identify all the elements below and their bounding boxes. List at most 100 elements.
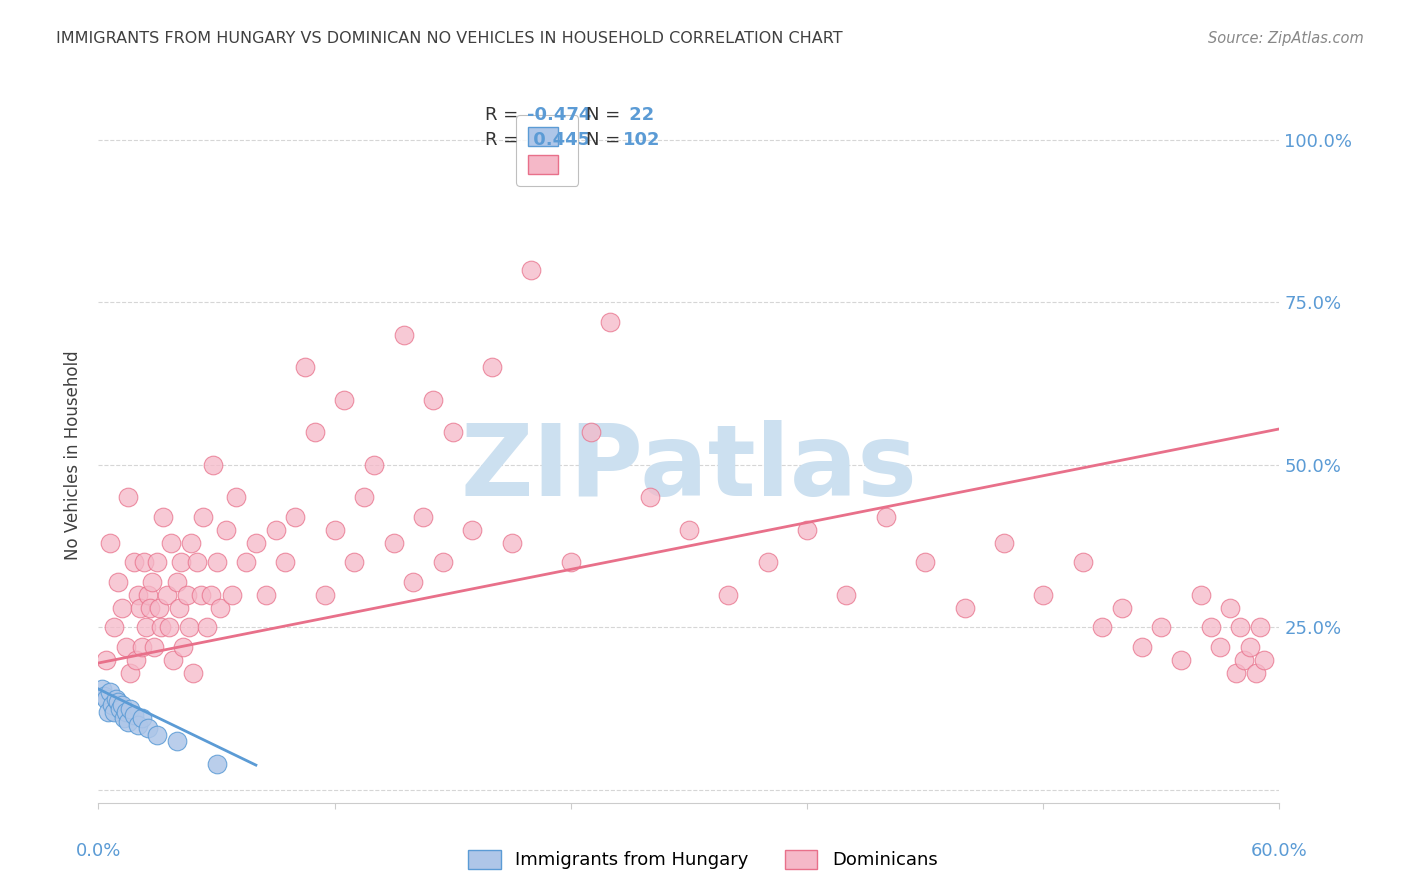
Point [717, 588, 740, 602]
Point [103, 620, 125, 634]
Point [115, 640, 138, 654]
Point [166, 734, 188, 748]
Point [953, 600, 976, 615]
Point [200, 588, 222, 602]
Text: 0.445: 0.445 [527, 131, 591, 149]
Point [111, 600, 134, 615]
Point [117, 490, 139, 504]
Point [221, 588, 243, 602]
Point [461, 523, 484, 537]
Point [195, 620, 218, 634]
Text: 22: 22 [623, 106, 654, 124]
Point [118, 701, 141, 715]
Point [225, 490, 247, 504]
Point [363, 458, 385, 472]
Point [127, 718, 149, 732]
Point [284, 509, 307, 524]
Point [107, 695, 129, 709]
Point [127, 588, 149, 602]
Point [101, 698, 124, 713]
Point [254, 588, 277, 602]
Point [1239, 640, 1261, 654]
Point [172, 640, 194, 654]
Text: 60.0%: 60.0% [1251, 842, 1308, 860]
Point [98, 685, 121, 699]
Point [235, 555, 257, 569]
Point [157, 620, 180, 634]
Point [1150, 620, 1173, 634]
Point [167, 600, 190, 615]
Point [314, 588, 336, 602]
Point [191, 509, 214, 524]
Point [132, 555, 155, 569]
Legend: , : , [516, 115, 578, 186]
Text: ZIPatlas: ZIPatlas [461, 420, 917, 517]
Point [205, 555, 228, 569]
Point [96, 653, 118, 667]
Point [875, 509, 897, 524]
Point [181, 665, 204, 680]
Point [170, 555, 193, 569]
Text: Source: ZipAtlas.com: Source: ZipAtlas.com [1208, 31, 1364, 46]
Point [993, 535, 1015, 549]
Point [1189, 588, 1212, 602]
Point [135, 620, 157, 634]
Point [96, 691, 118, 706]
Point [441, 425, 464, 439]
Point [1170, 653, 1192, 667]
Point [638, 490, 661, 504]
Point [162, 653, 184, 667]
Point [274, 555, 297, 569]
Point [186, 555, 208, 569]
Point [294, 360, 316, 375]
Point [1130, 640, 1153, 654]
Point [97, 705, 120, 719]
Point [678, 523, 700, 537]
Point [150, 620, 173, 634]
Point [128, 600, 150, 615]
Point [1233, 653, 1256, 667]
Text: -0.474: -0.474 [527, 106, 592, 124]
Text: N =: N = [586, 106, 626, 124]
Point [125, 653, 148, 667]
Point [599, 315, 621, 329]
Point [1219, 600, 1241, 615]
Text: R =: R = [485, 131, 524, 149]
Point [323, 523, 346, 537]
Point [579, 425, 602, 439]
Text: 102: 102 [623, 131, 661, 149]
Point [914, 555, 936, 569]
Point [131, 640, 153, 654]
Point [141, 574, 163, 589]
Point [1111, 600, 1133, 615]
Point [166, 574, 188, 589]
Point [205, 756, 228, 771]
Point [560, 555, 582, 569]
Point [160, 535, 183, 549]
Y-axis label: No Vehicles in Household: No Vehicles in Household [65, 350, 83, 560]
Point [756, 555, 779, 569]
Point [1244, 665, 1267, 680]
Point [136, 588, 159, 602]
Text: N =: N = [586, 131, 626, 149]
Point [1071, 555, 1094, 569]
Point [103, 705, 125, 719]
Point [1199, 620, 1222, 634]
Point [520, 262, 543, 277]
Point [215, 523, 238, 537]
Point [422, 392, 444, 407]
Legend: Immigrants from Hungary, Dominicans: Immigrants from Hungary, Dominicans [460, 841, 946, 879]
Point [180, 535, 202, 549]
Point [115, 705, 138, 719]
Text: R =: R = [485, 106, 524, 124]
Point [138, 600, 160, 615]
Point [112, 711, 135, 725]
Point [111, 698, 134, 713]
Point [264, 523, 287, 537]
Point [146, 727, 169, 741]
Point [118, 665, 141, 680]
Point [108, 701, 131, 715]
Text: IMMIGRANTS FROM HUNGARY VS DOMINICAN NO VEHICLES IN HOUSEHOLD CORRELATION CHART: IMMIGRANTS FROM HUNGARY VS DOMINICAN NO … [56, 31, 842, 46]
Point [152, 509, 174, 524]
Point [245, 535, 267, 549]
